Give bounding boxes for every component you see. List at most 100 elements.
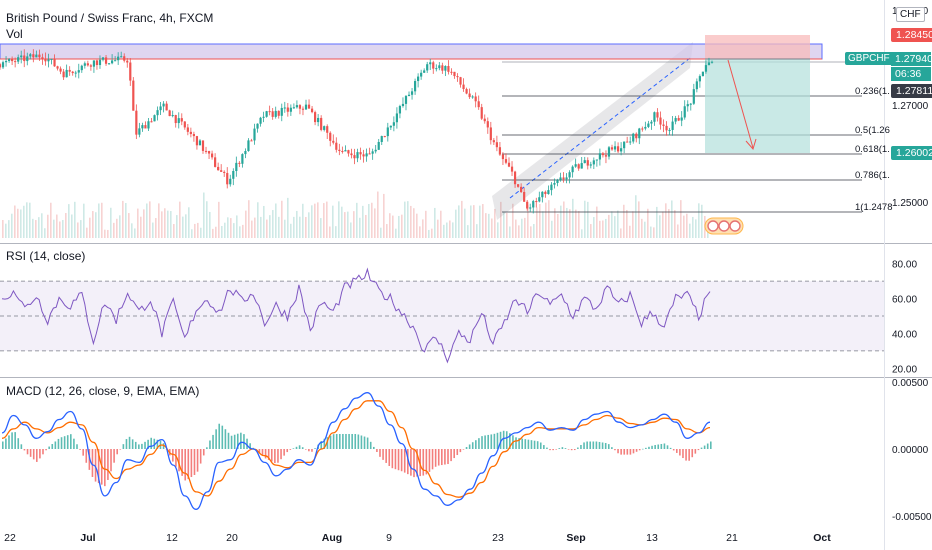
candle-body (498, 147, 502, 155)
candle-body (226, 172, 229, 185)
macd-histogram-bar (688, 449, 690, 461)
macd-histogram-bar (323, 438, 326, 449)
candle-body (150, 121, 153, 123)
candle-body (241, 154, 244, 164)
flag-icon[interactable] (707, 220, 719, 232)
macd-histogram-bar (536, 441, 539, 449)
stop-loss-zone[interactable] (705, 35, 810, 59)
candle-body (80, 65, 83, 71)
candle-body (698, 76, 701, 82)
macd-histogram-bar (700, 447, 703, 449)
candle-body (668, 129, 671, 131)
volume-bar (647, 208, 649, 238)
volume-bar (218, 201, 220, 238)
macd-histogram-bar (382, 449, 384, 460)
macd-histogram-bar (181, 449, 183, 476)
macd-histogram-bar (125, 439, 128, 449)
take-profit-zone[interactable] (705, 59, 810, 153)
candle-body (83, 63, 86, 66)
arrow-shaft[interactable] (727, 59, 754, 149)
volume-bar (242, 224, 244, 238)
volume-bar (125, 202, 127, 238)
volume-bar (332, 205, 334, 238)
volume-bar (176, 215, 178, 238)
macd-histogram-bar (175, 449, 177, 467)
time-tick-label: 9 (386, 532, 392, 544)
rising-channel[interactable] (492, 42, 693, 220)
candle-body (153, 115, 156, 122)
macd-histogram-bar (141, 443, 143, 449)
volume-bar (62, 220, 64, 238)
macd-histogram-bar (675, 449, 678, 453)
volume-bar (578, 211, 580, 238)
volume-bar (347, 211, 349, 238)
arrow-head[interactable] (745, 138, 757, 151)
volume-bar (224, 222, 226, 238)
flag-icon[interactable] (729, 220, 741, 232)
volume-bar (227, 217, 229, 238)
candle-body (244, 151, 247, 155)
channel-midline[interactable] (509, 57, 691, 199)
volume-bar (272, 210, 274, 238)
currency-badge[interactable]: CHF (896, 7, 925, 22)
time-tick-label: 13 (646, 532, 658, 544)
volume-bar (284, 219, 286, 238)
macd-histogram-bar (434, 449, 437, 467)
volume-bar (686, 213, 688, 238)
time-axis[interactable]: 22 Jul 12 20 Aug 9 23 Sep 13 21 Oct (4, 532, 831, 544)
macd-histogram-bar (17, 438, 20, 449)
macd-histogram-bar (487, 434, 489, 449)
volume-label: Vol (6, 27, 23, 41)
macd-histogram-bar (26, 449, 29, 455)
volume-bar (602, 220, 604, 238)
macd-histogram-bar (635, 449, 638, 452)
candle-body (332, 140, 335, 143)
candle-body (47, 59, 50, 62)
volume-bar (692, 216, 694, 238)
candle-body (456, 76, 459, 78)
macd-histogram-bar (366, 437, 369, 449)
volume-bar (434, 207, 436, 238)
projection-arrow[interactable] (727, 59, 757, 151)
candle-body (298, 105, 302, 109)
volume-bar (431, 228, 433, 238)
candle-body (229, 178, 232, 185)
candle-body (550, 184, 553, 191)
macd-histogram-bar (32, 449, 35, 460)
volume-bar (140, 216, 142, 238)
volume-bar (107, 229, 109, 238)
candle-body (647, 123, 650, 127)
candle-body (365, 153, 368, 157)
candle-body (592, 160, 595, 165)
flag-icon[interactable] (718, 220, 730, 232)
resistance-zone[interactable] (0, 43, 823, 60)
volume-bar (419, 226, 421, 238)
macd-histogram-bar (533, 440, 536, 449)
macd-histogram-bar (261, 449, 264, 456)
candle-body (635, 133, 638, 139)
macd-histogram-bar (577, 447, 579, 449)
volume-bar (47, 214, 49, 238)
candle-body (650, 121, 653, 124)
candle-body (198, 140, 202, 146)
volume-bar (44, 228, 46, 238)
candle-body (32, 54, 35, 58)
candle-body (398, 106, 402, 114)
channel-fill[interactable] (492, 42, 693, 220)
candle-body (292, 107, 295, 109)
volume-bar (512, 203, 514, 238)
volume-bar (155, 218, 157, 238)
macd-histogram-bar (431, 449, 434, 470)
symbol-title: British Pound / Swiss Franc, 4h, FXCM (6, 11, 214, 25)
macd-histogram-bar (620, 449, 622, 455)
rsi-tick-label: 60.00 (892, 295, 917, 306)
volume-bar (35, 220, 37, 238)
short-position-tool[interactable] (705, 35, 810, 153)
candle-body (335, 142, 338, 150)
volume-bar (407, 201, 409, 238)
volume-bar (536, 207, 538, 238)
economic-events-icon[interactable] (704, 217, 744, 235)
candle-body (444, 66, 447, 71)
candle-body (401, 103, 405, 107)
